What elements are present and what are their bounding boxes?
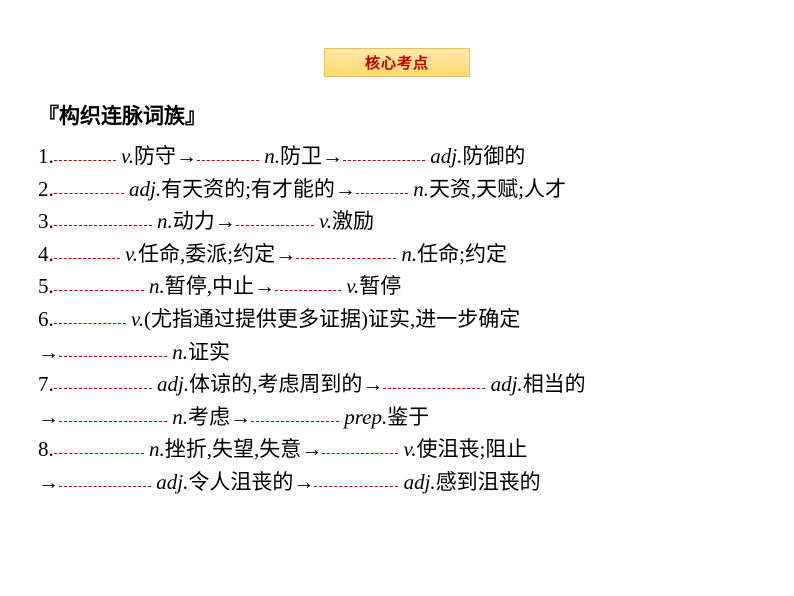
text-segment: →: [38, 340, 59, 364]
vocab-line: 8. n.挫折,失望,失意→ v.使沮丧;阻止: [38, 433, 756, 466]
fill-blank: [54, 366, 152, 389]
fill-blank: [54, 301, 126, 324]
fill-blank: [356, 171, 408, 194]
pos-label: n.: [172, 340, 188, 364]
text-segment: 令人沮丧的→: [188, 470, 314, 494]
line-number: 7.: [38, 372, 54, 396]
pos-label: adj.: [156, 470, 188, 494]
vocab-line: → n.证实: [38, 336, 756, 369]
line-number: 3.: [38, 209, 54, 233]
text-segment: →: [38, 470, 59, 494]
pos-label: n.: [413, 177, 429, 201]
pos-label: adj.: [157, 372, 189, 396]
fill-blank: [54, 268, 144, 291]
vocab-line: 4. v.任命,委派;约定→ n.任命;约定: [38, 238, 756, 271]
line-number: 8.: [38, 437, 54, 461]
pos-label: v.: [404, 437, 417, 461]
text-segment: 挫折,失望,失意→: [165, 437, 323, 461]
text-segment: 防守→: [134, 144, 197, 168]
text-segment: →: [38, 405, 59, 429]
fill-blank: [59, 464, 151, 487]
fill-blank: [343, 138, 425, 161]
section-title: 『构织连脉词族』: [38, 100, 756, 130]
text-segment: (尤指通过提供更多证据)证实,进一步确定: [144, 307, 520, 331]
fill-blank: [296, 236, 396, 259]
fill-blank: [383, 366, 485, 389]
vocab-line: 2. adj.有天资的;有才能的→ n.天资,天赋;人才: [38, 173, 756, 206]
pos-label: n.: [149, 437, 165, 461]
pos-label: adj.: [430, 144, 462, 168]
pos-label: n.: [401, 242, 417, 266]
vocab-line: 7. adj.体谅的,考虑周到的→ adj.相当的: [38, 368, 756, 401]
line-number: 6.: [38, 307, 54, 331]
text-segment: 防卫→: [280, 144, 343, 168]
text-segment: 激励: [332, 209, 374, 233]
text-segment: 暂停: [359, 274, 401, 298]
pos-label: n.: [149, 274, 165, 298]
pos-label: n.: [172, 405, 188, 429]
fill-blank: [54, 138, 116, 161]
vocab-line: → n.考虑→ prep.鉴于: [38, 401, 756, 434]
vocabulary-list: 1. v.防守→ n.防卫→ adj.防御的2. adj.有天资的;有才能的→ …: [38, 140, 756, 499]
fill-blank: [197, 138, 259, 161]
vocab-line: 6. v.(尤指通过提供更多证据)证实,进一步确定: [38, 303, 756, 336]
vocab-line: 1. v.防守→ n.防卫→ adj.防御的: [38, 140, 756, 173]
text-segment: 有天资的;有才能的→: [161, 177, 356, 201]
text-segment: 动力→: [173, 209, 236, 233]
vocab-line: 3. n.动力→ v.激励: [38, 205, 756, 238]
text-segment: 鉴于: [387, 405, 429, 429]
fill-blank: [54, 171, 124, 194]
pos-label: n.: [264, 144, 280, 168]
fill-blank: [322, 431, 398, 454]
fill-blank: [54, 431, 144, 454]
fill-blank: [59, 399, 167, 422]
line-number: 5.: [38, 274, 54, 298]
pos-label: adj.: [129, 177, 161, 201]
vocab-line: → adj.令人沮丧的→ adj.感到沮丧的: [38, 466, 756, 499]
text-segment: 防御的: [462, 144, 525, 168]
fill-blank: [314, 464, 398, 487]
fill-blank: [236, 203, 314, 226]
pos-label: adj.: [491, 372, 523, 396]
text-segment: 考虑→: [188, 405, 251, 429]
content-area: 『构织连脉词族』 1. v.防守→ n.防卫→ adj.防御的2. adj.有天…: [38, 100, 756, 499]
line-number: 2.: [38, 177, 54, 201]
text-segment: 任命,委派;约定→: [138, 242, 296, 266]
text-segment: 证实: [188, 340, 230, 364]
fill-blank: [251, 399, 339, 422]
text-segment: 体谅的,考虑周到的→: [189, 372, 383, 396]
text-segment: 感到沮丧的: [436, 470, 541, 494]
text-segment: 天资,天赋;人才: [429, 177, 566, 201]
text-segment: 暂停,中止→: [165, 274, 275, 298]
pos-label: n.: [157, 209, 173, 233]
fill-blank: [59, 334, 167, 357]
text-segment: 使沮丧;阻止: [417, 437, 528, 461]
header-badge: 核心考点: [324, 48, 470, 77]
text-segment: 相当的: [523, 372, 586, 396]
pos-label: v.: [131, 307, 144, 331]
pos-label: adj.: [404, 470, 436, 494]
pos-label: v.: [121, 144, 134, 168]
line-number: 4.: [38, 242, 54, 266]
pos-label: v.: [346, 274, 359, 298]
pos-label: v.: [125, 242, 138, 266]
vocab-line: 5. n.暂停,中止→ v.暂停: [38, 270, 756, 303]
fill-blank: [54, 203, 152, 226]
line-number: 1.: [38, 144, 54, 168]
pos-label: v.: [319, 209, 332, 233]
pos-label: prep.: [344, 405, 387, 429]
fill-blank: [275, 268, 341, 291]
text-segment: 任命;约定: [417, 242, 507, 266]
fill-blank: [54, 236, 120, 259]
